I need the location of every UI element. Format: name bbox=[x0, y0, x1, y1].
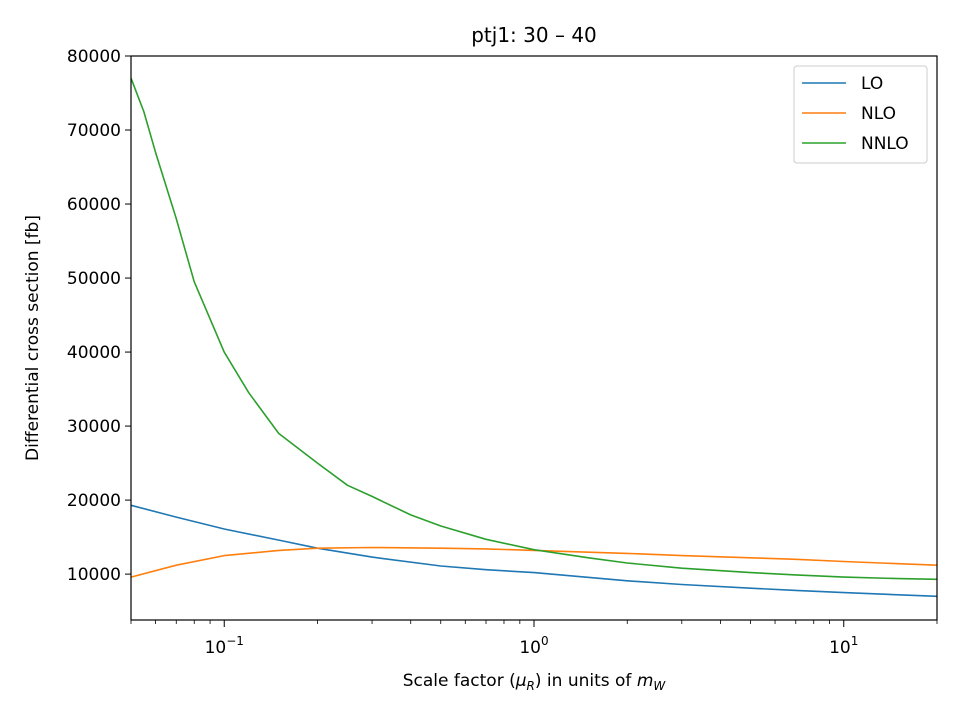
legend-label-nlo: NLO bbox=[861, 104, 896, 124]
x-axis-title: Scale factor (μR) in units of mW bbox=[403, 671, 667, 693]
x-tick-label: 10−1 bbox=[205, 634, 244, 658]
y-tick-label: 30000 bbox=[67, 417, 121, 437]
x-tick-label: 100 bbox=[519, 634, 548, 658]
series-line-nlo bbox=[130, 546, 938, 578]
y-tick-label: 50000 bbox=[67, 269, 121, 289]
series-layer bbox=[130, 77, 938, 598]
plot-frame bbox=[130, 55, 938, 621]
legend: LO NLO NNLO bbox=[793, 65, 928, 164]
y-tick-label: 10000 bbox=[67, 565, 121, 585]
series-line-lo bbox=[130, 504, 938, 598]
legend-label-lo: LO bbox=[861, 74, 883, 94]
y-tick-label: 60000 bbox=[67, 195, 121, 215]
y-tick-label: 70000 bbox=[67, 121, 121, 141]
y-axis-ticks: 10000 20000 30000 40000 50000 60000 70000 80000 bbox=[67, 47, 131, 585]
x-tick-label: 101 bbox=[829, 634, 858, 658]
legend-box bbox=[793, 65, 928, 164]
y-axis-title: Differential cross section [fb] bbox=[23, 215, 43, 461]
series-line-nnlo bbox=[130, 77, 938, 581]
chart-title: ptj1: 30 – 40 bbox=[471, 23, 597, 47]
y-tick-label: 20000 bbox=[67, 491, 121, 511]
y-tick-label: 80000 bbox=[67, 47, 121, 67]
y-tick-label: 40000 bbox=[67, 343, 121, 363]
legend-label-nnlo: NNLO bbox=[861, 134, 909, 154]
x-axis-ticks: 10−1 100 101 bbox=[130, 620, 938, 658]
